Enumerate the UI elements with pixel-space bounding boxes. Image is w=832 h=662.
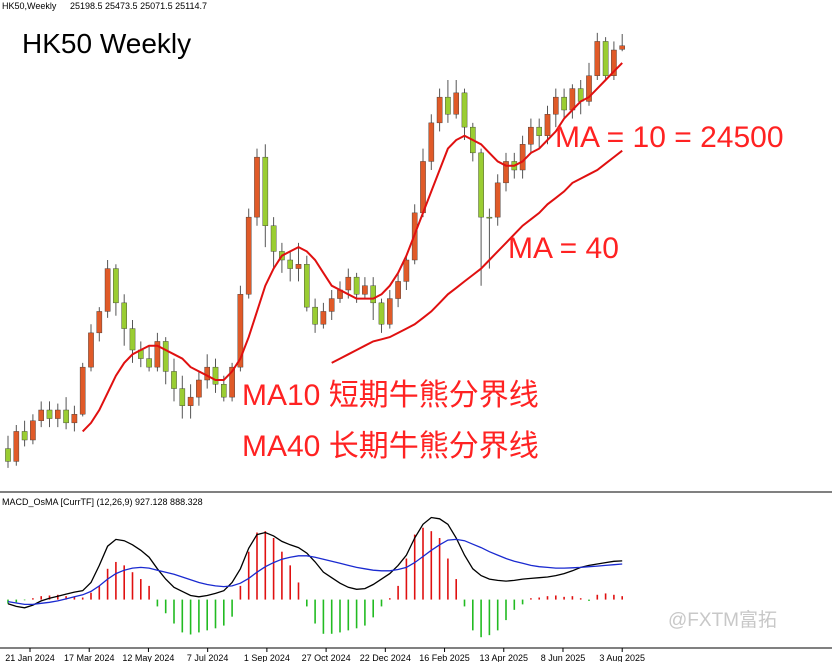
ma10-legend: MA10 短期牛熊分界线 — [242, 379, 539, 412]
candle-bearish — [362, 285, 368, 295]
chart-title: HK50 Weekly — [22, 28, 191, 59]
candle-bullish — [486, 216, 493, 219]
candle-bearish — [428, 122, 435, 162]
x-tick-label: 21 Jan 2024 — [5, 653, 55, 662]
candle-bearish — [71, 414, 78, 424]
candle-bearish — [104, 268, 111, 312]
candle-bearish — [55, 409, 61, 419]
candle-series — [5, 32, 625, 468]
macd-label: MACD_OsMA [CurrTF] (12,26,9) 927.128 888… — [2, 497, 203, 507]
candle-bearish — [96, 311, 103, 334]
candle-bullish — [445, 96, 451, 115]
candle-bearish — [619, 45, 625, 50]
candle-bearish — [387, 298, 393, 325]
candle-bullish — [304, 264, 310, 308]
candle-bullish — [287, 259, 294, 269]
x-tick-label: 7 Jul 2024 — [187, 653, 229, 662]
candle-bearish — [154, 341, 161, 368]
candle-bearish — [453, 92, 460, 115]
candle-bearish — [229, 366, 235, 398]
candle-bearish — [295, 264, 302, 269]
candle-bullish — [478, 152, 484, 218]
candle-bullish — [63, 409, 69, 424]
candle-bearish — [196, 379, 202, 398]
signal-line — [7, 538, 623, 606]
candle-bullish — [536, 126, 542, 136]
candle-bearish — [237, 294, 244, 368]
candle-bullish — [5, 448, 11, 462]
candle-bullish — [378, 302, 385, 325]
candle-bearish — [30, 420, 36, 441]
candle-bullish — [602, 41, 609, 76]
x-tick-label: 12 May 2024 — [122, 653, 174, 662]
x-tick-label: 1 Sep 2024 — [244, 653, 290, 662]
macd-line — [7, 516, 623, 609]
x-tick-label: 8 Jun 2025 — [541, 653, 586, 662]
candle-bullish — [146, 358, 152, 368]
x-tick-label: 3 Aug 2025 — [599, 653, 645, 662]
candle-bullish — [561, 96, 567, 111]
ma10-line — [81, 62, 623, 433]
x-tick-label: 17 Mar 2024 — [64, 653, 115, 662]
candle-bearish — [503, 161, 509, 184]
candle-bearish — [544, 114, 551, 136]
candle-bullish — [129, 328, 136, 351]
candle-bullish — [353, 276, 360, 295]
ma40-legend: MA40 长期牛熊分界线 — [242, 430, 539, 463]
candle-bearish — [594, 41, 601, 76]
candle-bullish — [162, 341, 169, 372]
candle-bullish — [270, 225, 277, 252]
x-tick-label: 27 Oct 2024 — [302, 653, 351, 662]
symbol-info: HK50,Weekly — [2, 1, 57, 11]
candle-bullish — [212, 366, 219, 385]
candle-bullish — [262, 156, 269, 226]
time-axis-ticks: 21 Jan 2024 17 Mar 2024 12 May 2024 7 Jul 2… — [5, 648, 645, 662]
candle-bearish — [611, 49, 617, 76]
candle-bearish — [403, 259, 410, 282]
candle-bearish — [254, 156, 260, 218]
candle-bearish — [519, 144, 526, 171]
candle-bullish — [171, 371, 177, 389]
candle-bearish — [345, 276, 352, 291]
candle-bullish — [461, 92, 468, 128]
candle-bearish — [38, 409, 44, 421]
candle-bullish — [113, 268, 119, 304]
candle-bearish — [187, 396, 194, 406]
candle-bearish — [494, 182, 501, 218]
candle-bearish — [13, 431, 20, 462]
ma40-line — [331, 149, 623, 364]
macd-histogram — [7, 527, 624, 638]
candle-bullish — [312, 306, 318, 325]
candle-bearish — [395, 281, 401, 299]
x-tick-label: 13 Apr 2025 — [479, 653, 528, 662]
candle-bearish — [436, 96, 443, 124]
candle-bearish — [553, 96, 559, 115]
candle-bearish — [320, 311, 327, 325]
candle-bullish — [46, 409, 53, 419]
candle-bullish — [220, 384, 227, 398]
candle-bearish — [79, 366, 86, 415]
candle-bearish — [586, 75, 592, 102]
watermark: @FXTM富拓 — [668, 609, 777, 631]
candle-bearish — [420, 161, 426, 214]
candle-bullish — [370, 285, 377, 304]
candle-bearish — [245, 216, 252, 295]
x-tick-label: 22 Dec 2024 — [360, 653, 411, 662]
candle-bearish — [328, 298, 335, 312]
candle-bearish — [88, 332, 94, 368]
candle-bullish — [179, 388, 186, 406]
candle-bearish — [204, 366, 211, 381]
ohlc-readout: 25198.5 25473.5 25071.5 25114.7 — [70, 1, 207, 11]
ma10-value-annotation: MA = 10 = 24500 — [555, 121, 784, 154]
candle-bearish — [528, 126, 534, 145]
candle-bullish — [21, 431, 28, 441]
candle-bullish — [121, 302, 127, 329]
x-tick-label: 16 Feb 2025 — [419, 653, 470, 662]
ma40-annotation: MA = 40 — [508, 232, 619, 265]
